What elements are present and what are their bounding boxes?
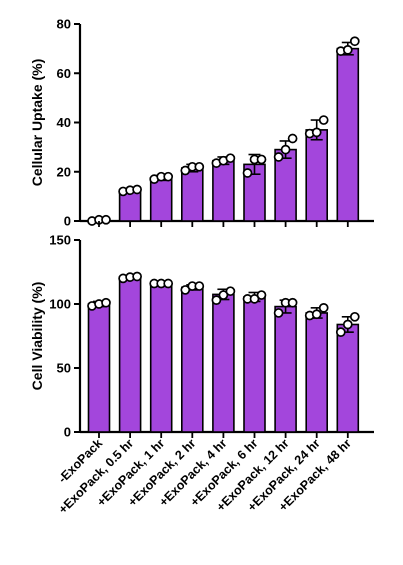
data-point [342,319,353,330]
y-tick-label: 80 [57,17,71,32]
data-point [101,297,111,308]
data-point [101,214,111,225]
bar [243,296,266,433]
data-point [256,154,267,165]
data-point [335,327,346,338]
bar [336,323,360,433]
data-point [311,127,322,138]
data-point [163,171,174,182]
data-point [180,285,191,295]
bar [212,159,235,222]
data-point [273,308,284,318]
data-point [318,302,329,313]
data-point [318,115,329,125]
data-point [218,290,229,300]
bar [212,293,235,433]
y-axis-title: Cell Viability (%) [29,282,45,391]
data-point [225,153,236,164]
data-point [287,297,298,308]
data-point [194,161,205,172]
data-point [225,286,236,297]
bar [305,129,329,222]
y-tick-label: 100 [49,297,71,312]
data-point [132,271,142,282]
bar [181,286,204,433]
data-point [287,133,298,144]
data-point [132,184,142,195]
data-point [249,294,260,304]
data-point [211,295,222,306]
data-point [273,152,284,162]
y-tick-label: 40 [57,115,71,130]
data-point [194,281,205,291]
data-point [349,36,360,47]
y-tick-label: 150 [49,233,71,248]
y-tick-label: 0 [64,425,71,440]
data-point [256,290,267,300]
bar [149,177,173,222]
bar [274,305,297,433]
y-tick-label: 20 [57,164,71,179]
bar [305,312,329,433]
data-point [163,278,174,289]
bar [87,303,111,433]
bar [336,47,360,222]
uptake-panel: 0 20 40 60 80 Cellular Uptake (%) [29,17,374,229]
y-tick-label: 0 [64,214,71,229]
bar [149,282,173,433]
data-point [349,311,360,322]
y-axis-title: Cellular Uptake (%) [29,59,45,187]
data-point [242,168,253,178]
y-tick-label: 50 [57,361,71,376]
data-point [311,309,322,320]
data-point [280,144,291,155]
bar [118,276,142,433]
y-tick-label: 60 [57,66,71,81]
bar [181,167,204,222]
data-point [342,45,353,55]
